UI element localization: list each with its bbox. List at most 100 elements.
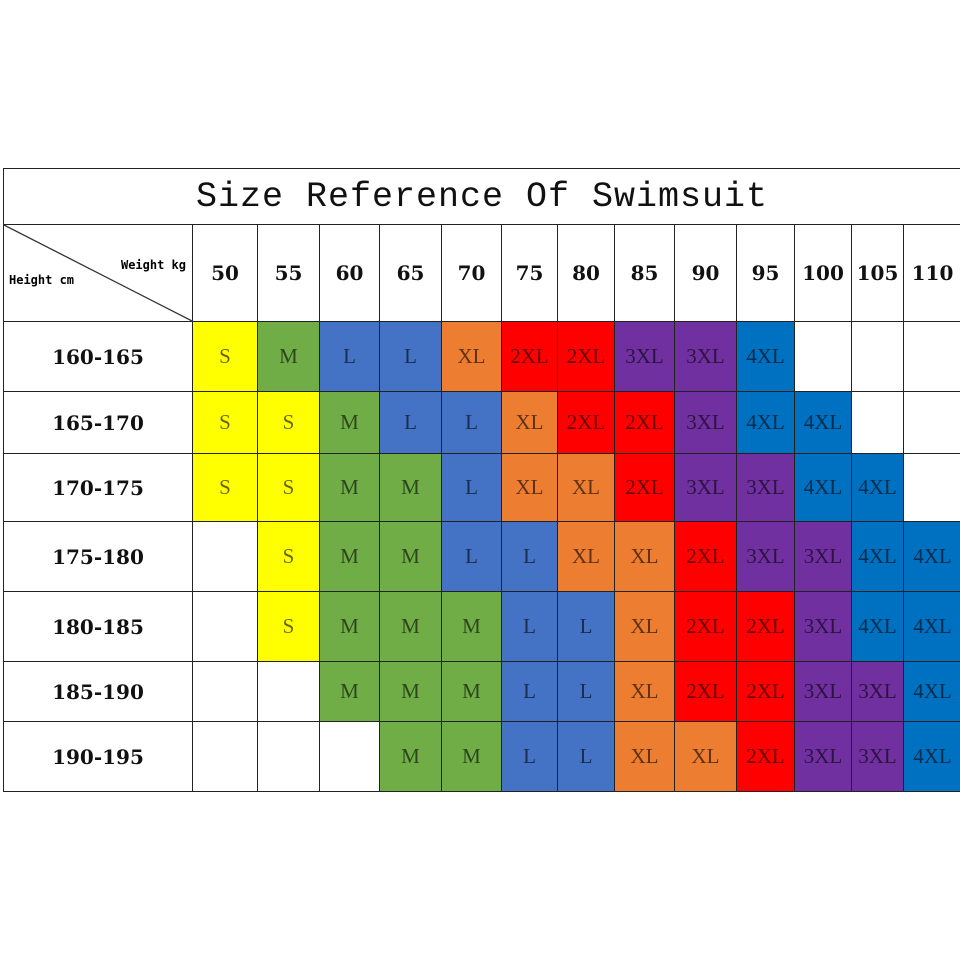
size-cell: 2XL [737,592,795,662]
size-cell: L [442,392,502,454]
size-cell: 4XL [795,454,852,522]
size-cell [904,322,960,392]
size-cell: L [502,592,558,662]
size-cell: 4XL [904,592,960,662]
size-cell: M [380,592,442,662]
height-row-header: 170-175 [3,454,193,522]
height-row-header: 165-170 [3,392,193,454]
height-axis-label: Height cm [9,273,75,287]
weight-column-header: 95 [737,225,795,322]
weight-axis-label: Weight kg [120,258,186,272]
size-cell: L [320,322,380,392]
weight-column-header: 100 [795,225,852,322]
size-cell: 4XL [852,454,904,522]
size-cell: L [502,722,558,792]
size-cell [258,662,320,722]
size-cell [904,454,960,522]
size-cell: M [380,722,442,792]
size-cell: 3XL [737,522,795,592]
size-cell: XL [502,454,558,522]
size-cell: M [380,522,442,592]
weight-column-header: 70 [442,225,502,322]
size-cell [193,522,258,592]
table-title: Size Reference Of Swimsuit [3,168,960,225]
size-cell: S [258,392,320,454]
size-cell: 3XL [737,454,795,522]
size-cell: 3XL [795,662,852,722]
size-cell: 2XL [737,722,795,792]
height-row-header: 185-190 [3,662,193,722]
size-cell: XL [615,592,675,662]
weight-column-header: 105 [852,225,904,322]
size-cell: M [380,454,442,522]
size-cell: L [442,522,502,592]
height-row-header: 190-195 [3,722,193,792]
size-cell: 4XL [852,592,904,662]
weight-column-header: 85 [615,225,675,322]
size-cell: 2XL [558,322,615,392]
size-cell [193,722,258,792]
size-cell: L [502,662,558,722]
size-cell: XL [615,662,675,722]
size-cell: 2XL [615,392,675,454]
size-cell: L [442,454,502,522]
size-cell: 2XL [558,392,615,454]
size-cell: 2XL [675,592,737,662]
size-cell: 2XL [675,662,737,722]
size-cell: M [320,662,380,722]
size-cell: 4XL [737,322,795,392]
weight-column-header: 75 [502,225,558,322]
height-row-header: 175-180 [3,522,193,592]
size-cell: XL [502,392,558,454]
size-cell [320,722,380,792]
size-cell: 2XL [737,662,795,722]
size-cell: 3XL [615,322,675,392]
size-cell: 4XL [904,722,960,792]
height-row-header: 160-165 [3,322,193,392]
size-cell [258,722,320,792]
weight-column-header: 60 [320,225,380,322]
size-cell [193,592,258,662]
size-cell: 3XL [795,722,852,792]
size-cell: 2XL [502,322,558,392]
size-cell: M [380,662,442,722]
weight-column-header: 80 [558,225,615,322]
size-cell: M [320,392,380,454]
size-cell: M [320,454,380,522]
size-cell: S [193,392,258,454]
size-cell: L [380,392,442,454]
size-cell: XL [442,322,502,392]
size-cell: 2XL [675,522,737,592]
size-cell: S [258,522,320,592]
diagonal-divider [4,225,194,322]
size-cell: XL [615,722,675,792]
size-cell: L [558,592,615,662]
size-cell: 3XL [795,592,852,662]
weight-column-header: 110 [904,225,960,322]
size-cell: 2XL [615,454,675,522]
size-cell: 3XL [675,322,737,392]
size-cell: S [258,592,320,662]
size-cell: 4XL [852,522,904,592]
size-cell [193,662,258,722]
size-cell: XL [675,722,737,792]
size-cell: 3XL [852,722,904,792]
height-row-header: 180-185 [3,592,193,662]
size-cell [852,392,904,454]
size-cell: 3XL [852,662,904,722]
size-cell: 3XL [675,454,737,522]
size-cell: 4XL [795,392,852,454]
size-cell [795,322,852,392]
size-cell: M [258,322,320,392]
size-cell: S [258,454,320,522]
size-cell: 3XL [795,522,852,592]
size-cell: S [193,454,258,522]
weight-column-header: 55 [258,225,320,322]
size-cell: M [442,592,502,662]
size-cell: L [558,722,615,792]
corner-header: Weight kg Height cm [3,225,194,322]
size-cell: XL [615,522,675,592]
weight-column-header: 65 [380,225,442,322]
size-cell: M [320,592,380,662]
